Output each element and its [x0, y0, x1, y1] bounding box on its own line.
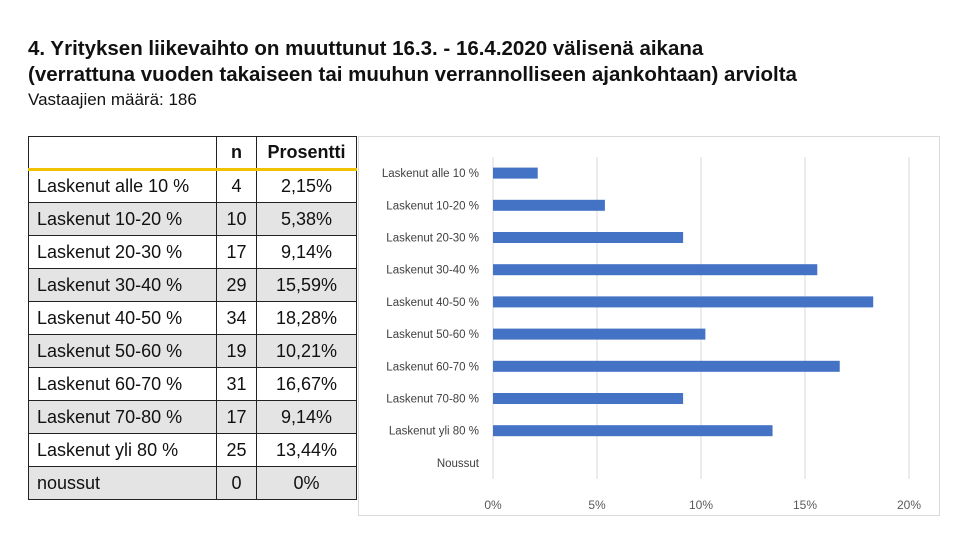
row-label-cell: Laskenut 20-30 %: [28, 235, 217, 269]
row-label-cell: Laskenut 70-80 %: [28, 400, 217, 434]
column-header-label: [28, 136, 217, 171]
x-tick-label: 5%: [588, 498, 606, 512]
title-line-1: 4. Yrityksen liikevaihto on muuttunut 16…: [28, 37, 704, 60]
page-title: 4. Yrityksen liikevaihto on muuttunut 16…: [28, 36, 948, 88]
x-tick-label: 15%: [793, 498, 817, 512]
row-n-cell: 10: [216, 202, 257, 236]
row-percent-cell: 9,14%: [256, 400, 357, 434]
title-line-2: (verrattuna vuoden takaiseen tai muuhun …: [28, 63, 797, 86]
row-n-cell: 25: [216, 433, 257, 467]
row-label-cell: Laskenut 40-50 %: [28, 301, 217, 335]
bar: [493, 393, 684, 404]
table-row: Laskenut 10-20 % 10 5,38%: [28, 202, 357, 236]
y-tick-label: Laskenut 70-80 %: [386, 394, 479, 406]
respondent-count: Vastaajien määrä: 186: [28, 90, 197, 109]
bar-chart: 0% 5% 10% 15% 20% Laskenut alle 10 % Laskenut …: [358, 136, 940, 516]
table-row: Laskenut yli 80 % 25 13,44%: [28, 433, 357, 467]
bar: [493, 167, 538, 179]
bar: [493, 199, 605, 211]
y-tick-label: Laskenut 60-70 %: [386, 361, 479, 373]
row-percent-cell: 9,14%: [256, 235, 357, 269]
bar: [493, 328, 706, 340]
row-percent-cell: 18,28%: [256, 301, 357, 335]
bar: [493, 296, 874, 308]
row-label-cell: Laskenut alle 10 %: [28, 169, 217, 203]
row-percent-cell: 16,67%: [256, 367, 357, 401]
bar: [493, 360, 840, 372]
x-tick-label: 20%: [897, 498, 921, 512]
row-n-cell: 34: [216, 301, 257, 335]
row-percent-cell: 2,15%: [256, 169, 357, 203]
y-tick-label: Noussut: [437, 458, 480, 470]
x-tick-label: 0%: [484, 498, 502, 512]
y-tick-label: Laskenut 10-20 %: [386, 200, 479, 212]
row-n-cell: 0: [216, 466, 257, 500]
row-label-cell: Laskenut 60-70 %: [28, 367, 217, 401]
row-percent-cell: 0%: [256, 466, 357, 500]
row-percent-cell: 13,44%: [256, 433, 357, 467]
y-tick-label: Laskenut 30-40 %: [386, 265, 479, 277]
row-label-cell: noussut: [28, 466, 217, 500]
bar-chart-svg: 0% 5% 10% 15% 20% Laskenut alle 10 % Laskenut …: [382, 157, 921, 512]
table-row: Laskenut 60-70 % 31 16,67%: [28, 367, 357, 401]
row-percent-cell: 10,21%: [256, 334, 357, 368]
row-n-cell: 29: [216, 268, 257, 302]
row-percent-cell: 15,59%: [256, 268, 357, 302]
column-header-n: n: [216, 136, 257, 171]
table-row: noussut 0 0%: [28, 466, 357, 500]
y-tick-label: Laskenut alle 10 %: [382, 168, 479, 180]
row-n-cell: 19: [216, 334, 257, 368]
x-tick-label: 10%: [689, 498, 713, 512]
y-tick-label: Laskenut yli 80 %: [389, 426, 479, 438]
y-tick-label: Laskenut 50-60 %: [386, 329, 479, 341]
table-row: Laskenut 40-50 % 34 18,28%: [28, 301, 357, 335]
row-n-cell: 17: [216, 235, 257, 269]
row-percent-cell: 5,38%: [256, 202, 357, 236]
row-n-cell: 31: [216, 367, 257, 401]
table-row: Laskenut 50-60 % 19 10,21%: [28, 334, 357, 368]
table-row: Laskenut 70-80 % 17 9,14%: [28, 400, 357, 434]
row-n-cell: 4: [216, 169, 257, 203]
column-header-percent: Prosentti: [256, 136, 357, 171]
row-label-cell: Laskenut 10-20 %: [28, 202, 217, 236]
y-tick-label: Laskenut 20-30 %: [386, 233, 479, 245]
table-header-row: n Prosentti: [28, 136, 357, 171]
y-tick-label: Laskenut 40-50 %: [386, 297, 479, 309]
row-n-cell: 17: [216, 400, 257, 434]
bar: [493, 264, 818, 276]
table-row: Laskenut 20-30 % 17 9,14%: [28, 235, 357, 269]
row-label-cell: Laskenut 30-40 %: [28, 268, 217, 302]
results-table: n Prosentti Laskenut alle 10 % 4 2,15% Lask…: [28, 136, 357, 500]
row-label-cell: Laskenut 50-60 %: [28, 334, 217, 368]
table-row: Laskenut 30-40 % 29 15,59%: [28, 268, 357, 302]
table-row: Laskenut alle 10 % 4 2,15%: [28, 169, 357, 203]
bar: [493, 232, 684, 243]
bar: [493, 425, 773, 437]
row-label-cell: Laskenut yli 80 %: [28, 433, 217, 467]
